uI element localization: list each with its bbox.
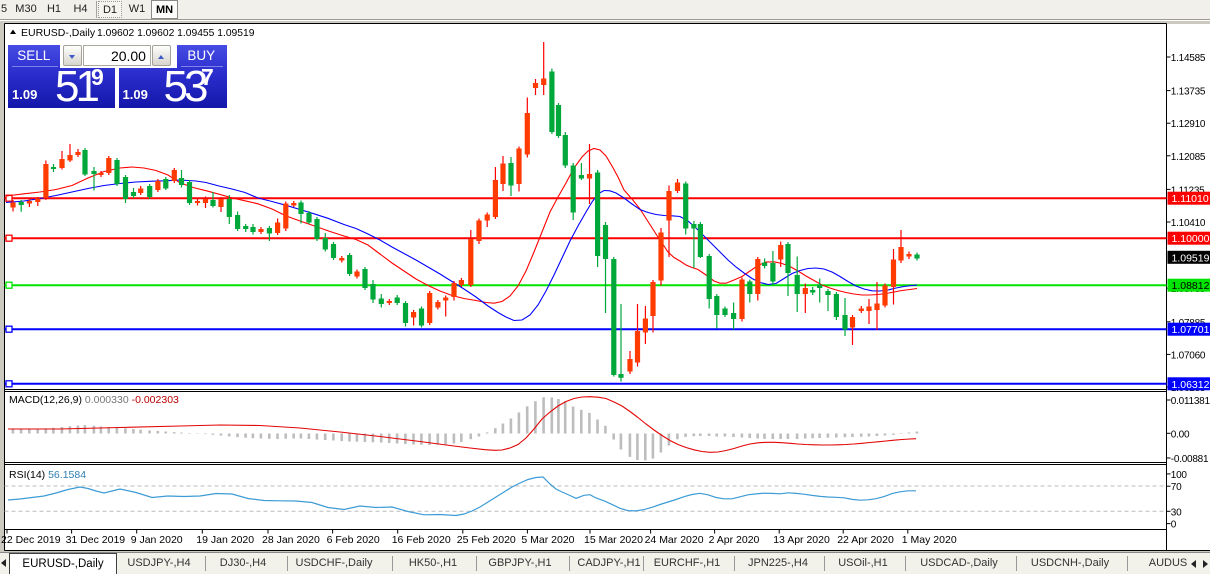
svg-text:28 Jan 2020: 28 Jan 2020 [262,534,320,546]
svg-text:1.12085: 1.12085 [1171,152,1206,163]
svg-text:1.07701: 1.07701 [1172,324,1210,336]
svg-text:100: 100 [1171,470,1188,481]
svg-text:1.09602 1.09602 1.09455 1.0951: 1.09602 1.09602 1.09455 1.09519 [97,28,255,39]
svg-text:22 Dec 2019: 22 Dec 2019 [1,534,61,546]
svg-text:5 Mar 2020: 5 Mar 2020 [521,534,574,546]
svg-text:MACD(12,26,9) 0.000330 -0.0023: MACD(12,26,9) 0.000330 -0.002303 [9,394,179,406]
svg-text:9 Jan 2020: 9 Jan 2020 [131,534,183,546]
svg-text:1.08812: 1.08812 [1172,280,1210,292]
svg-text:24 Mar 2020: 24 Mar 2020 [645,534,704,546]
svg-text:1.13735: 1.13735 [1171,87,1206,98]
svg-text:1.09519: 1.09519 [1172,252,1210,264]
svg-text:31 Dec 2019: 31 Dec 2019 [66,534,126,546]
svg-text:1.10000: 1.10000 [1172,233,1210,245]
svg-text:1.14585: 1.14585 [1171,53,1206,64]
svg-text:6 Feb 2020: 6 Feb 2020 [327,534,380,546]
svg-text:15 Mar 2020: 15 Mar 2020 [584,534,643,546]
svg-text:13 Apr 2020: 13 Apr 2020 [773,534,830,546]
svg-text:1.06312: 1.06312 [1172,379,1210,391]
svg-text:RSI(14) 56.1584: RSI(14) 56.1584 [9,469,86,481]
svg-text:25 Feb 2020: 25 Feb 2020 [457,534,516,546]
svg-text:22 Apr 2020: 22 Apr 2020 [837,534,894,546]
svg-text:EURUSD-,Daily: EURUSD-,Daily [21,27,96,39]
svg-text:2 Apr 2020: 2 Apr 2020 [709,534,760,546]
svg-text:1.11010: 1.11010 [1172,193,1209,205]
svg-text:1.10410: 1.10410 [1171,218,1206,229]
svg-text:0.011381: 0.011381 [1171,396,1210,407]
svg-text:16 Feb 2020: 16 Feb 2020 [392,534,451,546]
svg-text:1.12910: 1.12910 [1171,119,1206,130]
svg-text:19 Jan 2020: 19 Jan 2020 [196,534,254,546]
svg-text:1.07060: 1.07060 [1171,350,1206,361]
svg-text:70: 70 [1171,482,1182,493]
svg-text:0.00: 0.00 [1171,429,1190,440]
svg-text:30: 30 [1171,507,1182,518]
svg-text:1 May 2020: 1 May 2020 [902,534,957,546]
svg-text:0: 0 [1171,520,1177,531]
svg-text:-0.00881: -0.00881 [1171,454,1209,465]
